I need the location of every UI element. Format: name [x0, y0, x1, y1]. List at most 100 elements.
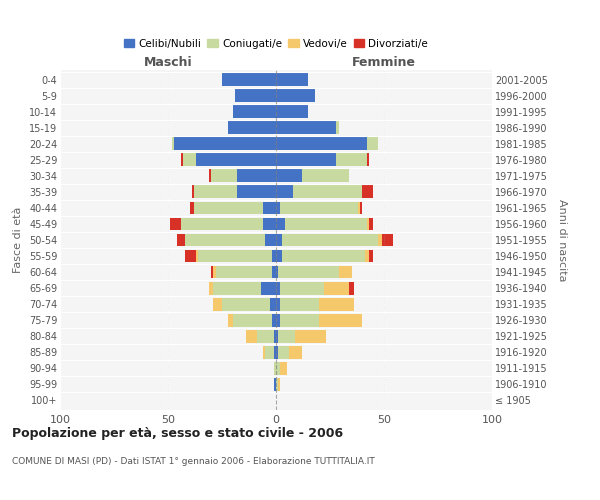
- Bar: [276, 186, 293, 198]
- Y-axis label: Anni di nascita: Anni di nascita: [557, 198, 567, 281]
- Bar: [377, 234, 382, 246]
- Bar: [274, 330, 276, 342]
- Bar: [214, 266, 215, 278]
- Bar: [367, 218, 369, 230]
- Bar: [276, 122, 337, 134]
- Y-axis label: Fasce di età: Fasce di età: [13, 207, 23, 273]
- Bar: [183, 154, 196, 166]
- Bar: [276, 234, 283, 246]
- Bar: [229, 122, 276, 134]
- Bar: [190, 202, 194, 214]
- Bar: [265, 234, 276, 246]
- Bar: [276, 154, 337, 166]
- Bar: [276, 330, 278, 342]
- Bar: [272, 314, 276, 326]
- Bar: [278, 346, 289, 358]
- Bar: [214, 282, 261, 294]
- Bar: [233, 106, 276, 118]
- Bar: [211, 170, 237, 182]
- Bar: [211, 266, 214, 278]
- Bar: [293, 186, 362, 198]
- Bar: [337, 154, 367, 166]
- Bar: [276, 106, 308, 118]
- Bar: [276, 378, 278, 391]
- Bar: [319, 298, 354, 310]
- Bar: [278, 330, 295, 342]
- Bar: [222, 298, 269, 310]
- Bar: [382, 234, 392, 246]
- Bar: [196, 154, 276, 166]
- Bar: [269, 298, 276, 310]
- Bar: [280, 362, 287, 374]
- Bar: [196, 250, 198, 262]
- Bar: [367, 138, 377, 150]
- Bar: [274, 378, 276, 391]
- Bar: [194, 186, 237, 198]
- Bar: [276, 89, 315, 102]
- Bar: [181, 218, 263, 230]
- Bar: [289, 346, 302, 358]
- Bar: [257, 330, 274, 342]
- Bar: [181, 154, 183, 166]
- Bar: [215, 266, 272, 278]
- Bar: [233, 314, 272, 326]
- Bar: [229, 314, 233, 326]
- Bar: [349, 282, 354, 294]
- Bar: [323, 282, 349, 294]
- Bar: [369, 218, 373, 230]
- Text: Femmine: Femmine: [352, 56, 416, 69]
- Bar: [222, 73, 276, 86]
- Text: Maschi: Maschi: [143, 56, 193, 69]
- Bar: [185, 250, 196, 262]
- Text: COMUNE DI MASI (PD) - Dati ISTAT 1° gennaio 2006 - Elaborazione TUTTITALIA.IT: COMUNE DI MASI (PD) - Dati ISTAT 1° genn…: [12, 458, 375, 466]
- Bar: [276, 138, 367, 150]
- Bar: [276, 282, 280, 294]
- Bar: [263, 346, 265, 358]
- Bar: [365, 250, 369, 262]
- Bar: [276, 314, 280, 326]
- Bar: [358, 202, 360, 214]
- Bar: [172, 138, 175, 150]
- Bar: [278, 378, 280, 391]
- Bar: [319, 314, 362, 326]
- Bar: [338, 266, 352, 278]
- Bar: [280, 298, 319, 310]
- Bar: [369, 250, 373, 262]
- Bar: [176, 234, 185, 246]
- Bar: [276, 218, 284, 230]
- Bar: [235, 89, 276, 102]
- Bar: [274, 346, 276, 358]
- Bar: [360, 202, 362, 214]
- Bar: [209, 170, 211, 182]
- Bar: [284, 218, 367, 230]
- Legend: Celibi/Nubili, Coniugati/e, Vedovi/e, Divorziati/e: Celibi/Nubili, Coniugati/e, Vedovi/e, Di…: [119, 34, 433, 52]
- Bar: [276, 73, 308, 86]
- Bar: [263, 218, 276, 230]
- Bar: [295, 330, 326, 342]
- Bar: [362, 186, 373, 198]
- Bar: [237, 170, 276, 182]
- Bar: [276, 362, 280, 374]
- Bar: [276, 298, 280, 310]
- Bar: [367, 154, 369, 166]
- Bar: [170, 218, 181, 230]
- Bar: [276, 266, 278, 278]
- Bar: [192, 186, 194, 198]
- Bar: [276, 202, 280, 214]
- Bar: [209, 282, 214, 294]
- Bar: [194, 202, 263, 214]
- Bar: [280, 202, 358, 214]
- Bar: [198, 250, 272, 262]
- Bar: [283, 234, 377, 246]
- Bar: [337, 122, 338, 134]
- Bar: [283, 250, 365, 262]
- Bar: [185, 234, 265, 246]
- Bar: [276, 170, 302, 182]
- Bar: [237, 186, 276, 198]
- Bar: [261, 282, 276, 294]
- Bar: [265, 346, 274, 358]
- Bar: [278, 266, 338, 278]
- Text: Popolazione per età, sesso e stato civile - 2006: Popolazione per età, sesso e stato civil…: [12, 428, 343, 440]
- Bar: [280, 314, 319, 326]
- Bar: [302, 170, 349, 182]
